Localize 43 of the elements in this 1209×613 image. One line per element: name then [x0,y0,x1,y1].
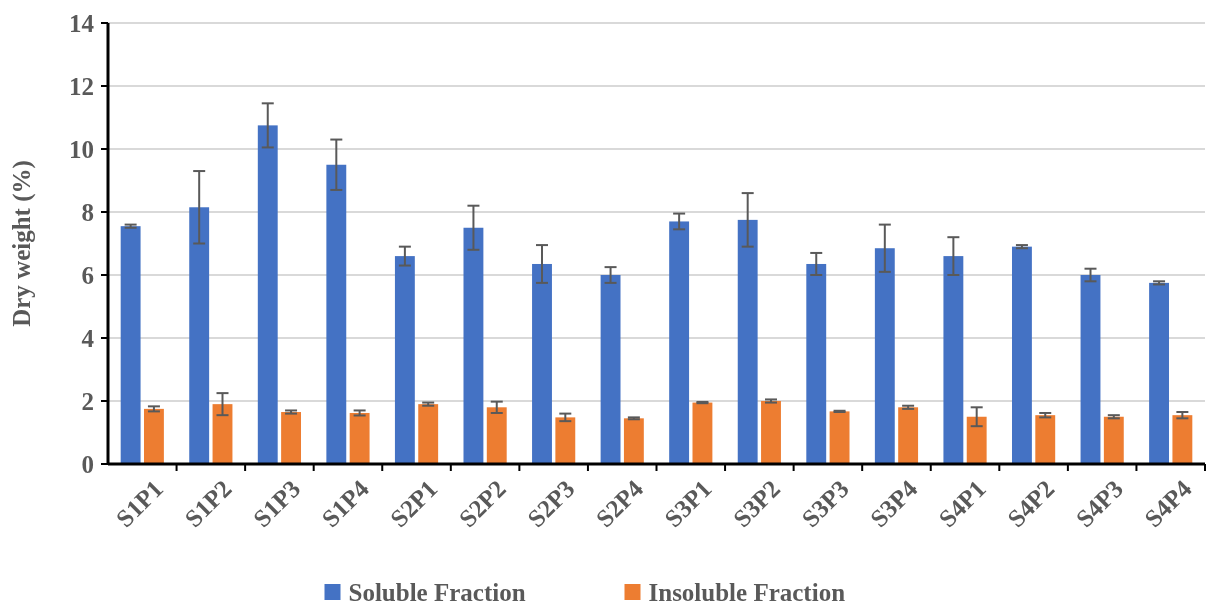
y-axis-title: Dry weight (%) [8,160,36,327]
y-tick-label: 6 [81,261,94,289]
bar [1035,415,1056,464]
bar [623,418,644,464]
bar [1012,246,1032,464]
bar [212,404,233,464]
bar [257,125,278,464]
bar [806,263,827,464]
bar [966,416,987,464]
bar [463,227,484,464]
bar [600,275,621,464]
bar [737,219,758,464]
bar [669,221,690,464]
bar [829,411,850,464]
bar [486,407,507,464]
y-tick-label: 10 [69,135,94,163]
bar [874,248,895,464]
y-tick-label: 2 [81,387,94,415]
y-tick-label: 0 [81,450,94,478]
bar [532,263,552,464]
bar [555,417,576,464]
bar [761,401,781,464]
y-tick-label: 12 [69,72,94,100]
bar [418,404,439,464]
y-tick-label: 14 [69,9,95,37]
bar [394,256,415,464]
bar [1172,415,1193,464]
bar [1080,275,1101,464]
bar [189,207,210,464]
bar [1103,416,1124,464]
y-tick-label: 8 [81,198,94,226]
bar [898,407,919,464]
y-tick-label: 4 [81,324,95,352]
bar [326,164,347,464]
bar [144,408,164,464]
bar [692,402,713,464]
legend-label: Insoluble Fraction [648,579,846,606]
bar [281,412,301,464]
legend-label: Soluble Fraction [348,579,526,606]
bar [943,256,964,464]
bar [1149,282,1169,464]
bar [349,412,370,464]
bar [120,226,141,464]
